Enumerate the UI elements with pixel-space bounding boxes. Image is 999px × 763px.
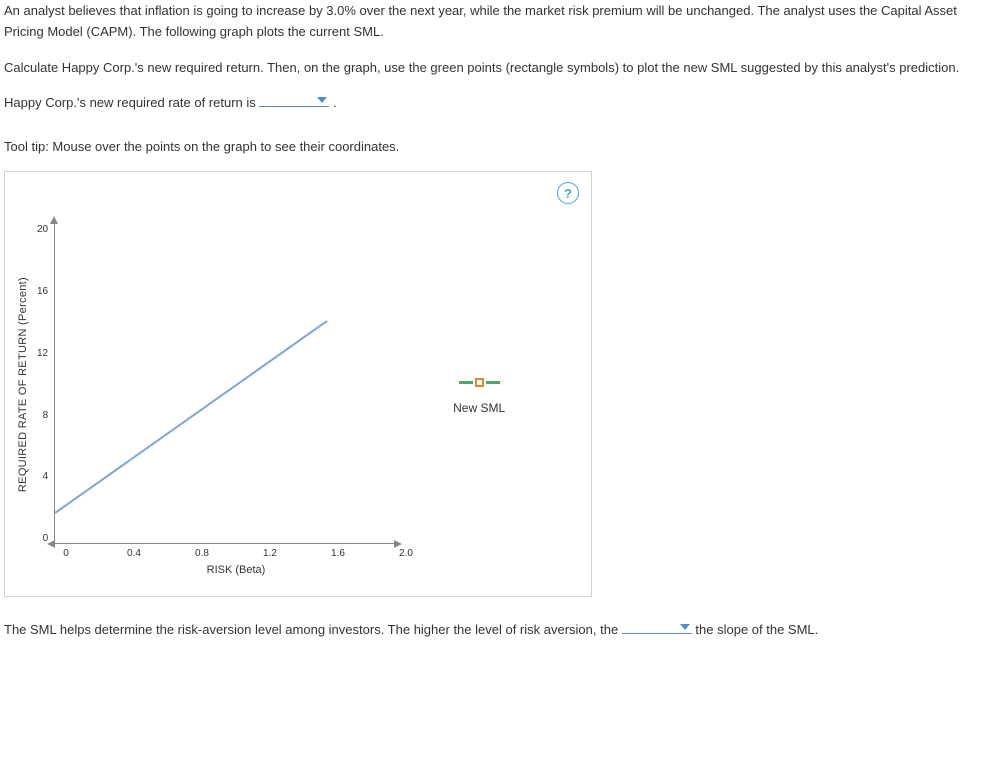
- x-axis-ticks: 0 0.4 0.8 1.2 1.6 2.0: [66, 548, 406, 562]
- required-return-sentence: Happy Corp.'s new required rate of retur…: [4, 92, 995, 113]
- y-axis-ticks: 20 16 12 8 4 0: [37, 224, 54, 544]
- slope-dropdown[interactable]: [622, 620, 692, 634]
- xtick: 1.6: [331, 548, 345, 559]
- legend-rectangle-icon: [475, 378, 484, 387]
- tooltip-hint: Tool tip: Mouse over the points on the g…: [4, 136, 995, 157]
- legend-segment-right: [486, 381, 500, 384]
- rr-pre-text: Happy Corp.'s new required rate of retur…: [4, 95, 259, 110]
- xtick: 0.4: [127, 548, 141, 559]
- intro-paragraph-1: An analyst believes that inflation is go…: [4, 0, 995, 43]
- legend: New SML: [434, 378, 524, 415]
- sml-graph-panel: ? REQUIRED RATE OF RETURN (Percent) 20 1…: [4, 171, 592, 597]
- xtick: 2.0: [399, 548, 413, 559]
- ytick: 8: [43, 410, 49, 421]
- footer-post-text: the slope of the SML.: [692, 622, 818, 637]
- help-icon[interactable]: ?: [557, 182, 579, 204]
- xtick: 0.8: [195, 548, 209, 559]
- rr-post-text: .: [329, 95, 336, 110]
- y-axis-arrow-icon: [50, 216, 58, 224]
- xtick: 0: [63, 548, 69, 559]
- current-sml-line: [55, 320, 328, 514]
- legend-label: New SML: [434, 401, 524, 415]
- x-axis-arrow-icon: [394, 540, 402, 548]
- plot-area[interactable]: [54, 224, 394, 544]
- footer-pre-text: The SML helps determine the risk-aversio…: [4, 622, 622, 637]
- ytick: 4: [43, 471, 49, 482]
- ytick: 12: [37, 348, 48, 359]
- y-axis-label: REQUIRED RATE OF RETURN (Percent): [17, 277, 29, 492]
- x-axis-arrow-left-icon: [47, 540, 55, 548]
- legend-segment-left: [459, 381, 473, 384]
- new-sml-marker[interactable]: [434, 378, 524, 387]
- intro-paragraph-2: Calculate Happy Corp.'s new required ret…: [4, 57, 995, 78]
- ytick: 16: [37, 286, 48, 297]
- x-axis-label: RISK (Beta): [66, 564, 406, 576]
- footer-sentence: The SML helps determine the risk-aversio…: [4, 619, 995, 640]
- required-return-dropdown[interactable]: [259, 93, 329, 107]
- xtick: 1.2: [263, 548, 277, 559]
- ytick: 20: [37, 224, 48, 235]
